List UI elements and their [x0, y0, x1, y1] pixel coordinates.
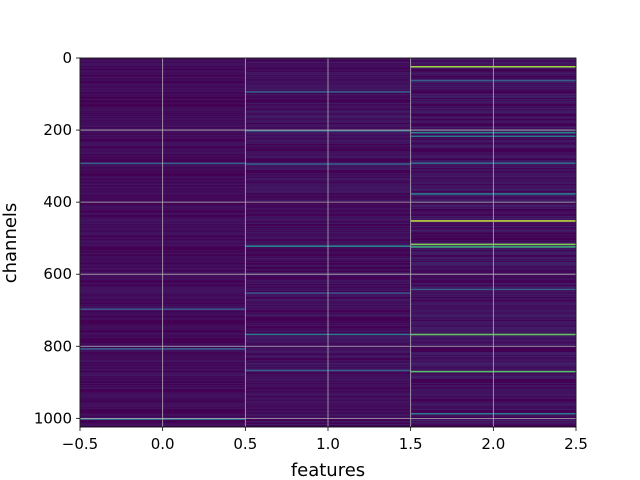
y-tick-label: 200: [43, 121, 72, 139]
x-tick-label: 2.5: [564, 435, 588, 453]
x-axis: −0.5 0.0 0.5 1.0 1.5 2.0 2.5: [62, 427, 588, 453]
y-tick-label: 1000: [34, 409, 72, 427]
x-tick-label: 1.0: [316, 435, 340, 453]
x-tick-label: 0.0: [151, 435, 175, 453]
x-tick-label: 1.5: [399, 435, 423, 453]
y-tick-label: 0: [62, 49, 72, 67]
y-axis: 0 200 400 600 800 1000: [34, 49, 80, 427]
y-tick-label: 400: [43, 193, 72, 211]
y-tick-label: 600: [43, 265, 72, 283]
y-axis-label: channels: [0, 203, 21, 284]
x-tick-label: −0.5: [62, 435, 98, 453]
x-tick-label: 2.0: [481, 435, 505, 453]
y-tick-label: 800: [43, 337, 72, 355]
x-tick-label: 0.5: [233, 435, 257, 453]
x-axis-label: features: [291, 460, 365, 480]
